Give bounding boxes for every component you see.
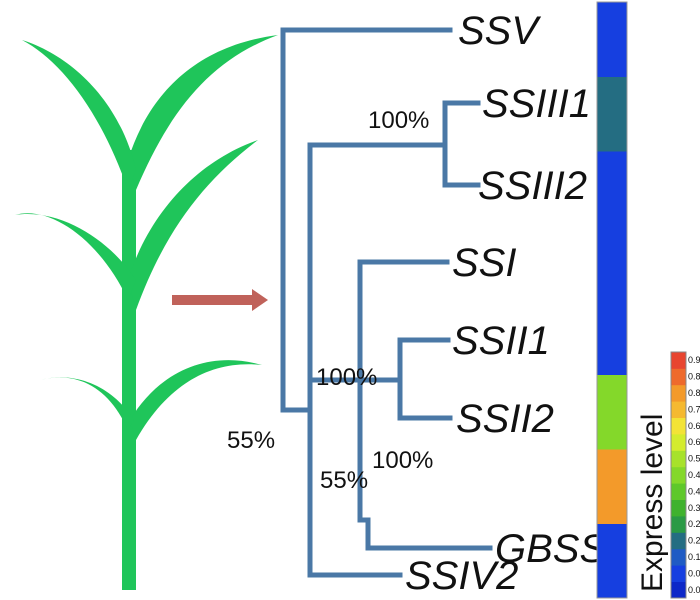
colorbar-cell bbox=[671, 532, 686, 550]
colorbar-tick-label: 0.87 bbox=[688, 372, 700, 382]
branch bbox=[357, 517, 493, 551]
colorbar-tick-label: 0.08 bbox=[688, 568, 700, 578]
heat-cell-ssiii2 bbox=[597, 151, 627, 226]
colorbar-tick-label: 0.60 bbox=[688, 437, 700, 447]
expression-heat-strip bbox=[596, 1, 628, 599]
leaf-label-ssiv2: SSIV2 bbox=[405, 554, 518, 598]
plant-leaf bbox=[128, 140, 258, 310]
heat-cell-ssi bbox=[597, 225, 627, 301]
colorbar-tick-label: 0.47 bbox=[688, 470, 700, 480]
colorbar-cell bbox=[671, 466, 686, 484]
plant-leaf bbox=[128, 35, 278, 190]
colorbar-legend: 0.93 0.87 0.80 0.74 0.67 0.60 0.54 0.47 0.41 0.34… bbox=[670, 351, 700, 599]
colorbar-title: Express level bbox=[636, 414, 669, 592]
colorbar-tick-label: 0.54 bbox=[688, 454, 700, 464]
heat-cell-ssii1 bbox=[597, 300, 627, 375]
support-value: 100% bbox=[368, 107, 429, 134]
colorbar-tick-label: 0.21 bbox=[688, 536, 700, 546]
colorbar-tick-label: 0.41 bbox=[688, 486, 700, 496]
phylogenetic-tree bbox=[280, 27, 493, 578]
plant-stem bbox=[122, 150, 136, 590]
colorbar-tick-label: 0.01 bbox=[688, 585, 700, 595]
heat-cell-gbss bbox=[597, 449, 627, 524]
colorbar-cell bbox=[671, 499, 686, 517]
leaf-label-ssii1: SSII1 bbox=[452, 319, 550, 363]
colorbar-cell bbox=[671, 417, 686, 435]
colorbar-cell bbox=[671, 401, 686, 418]
colorbar-cell bbox=[671, 548, 686, 566]
colorbar-cell bbox=[671, 434, 686, 451]
colorbar-cell bbox=[671, 516, 686, 533]
plant-leaf bbox=[15, 213, 136, 300]
heat-cell-ssv bbox=[597, 2, 627, 77]
support-value: 55% bbox=[320, 467, 368, 494]
colorbar-cell bbox=[671, 483, 686, 500]
colorbar-cell bbox=[671, 581, 686, 599]
colorbar-tick-label: 0.34 bbox=[688, 503, 700, 513]
leaf-label-ssiii2: SSIII2 bbox=[478, 164, 587, 208]
colorbar-tick-label: 0.67 bbox=[688, 421, 700, 431]
colorbar-tick-label: 0.27 bbox=[688, 519, 700, 529]
leaf-label-ssi: SSI bbox=[452, 241, 516, 285]
colorbar-cell bbox=[671, 352, 686, 369]
support-value: 100% bbox=[316, 364, 377, 391]
leaf-label-ssv: SSV bbox=[458, 9, 541, 53]
heat-cell-ssii2 bbox=[597, 374, 627, 450]
colorbar-tick-label: 0.80 bbox=[688, 388, 700, 398]
heat-cell-ssiii1 bbox=[597, 76, 627, 152]
colorbar-cell bbox=[671, 368, 686, 386]
plant-leaf bbox=[22, 40, 136, 190]
arrow-right-icon bbox=[172, 289, 268, 311]
plant-leaf bbox=[130, 360, 262, 440]
colorbar-cell bbox=[671, 450, 686, 468]
support-value: 55% bbox=[227, 427, 275, 454]
colorbar-tick-label: 0.93 bbox=[688, 355, 700, 365]
plant-icon bbox=[15, 35, 278, 590]
leaf-label-ssiii1: SSIII1 bbox=[482, 82, 591, 126]
colorbar-tick-label: 0.14 bbox=[688, 552, 700, 562]
colorbar-tick-label: 0.74 bbox=[688, 404, 700, 414]
colorbar-cell bbox=[671, 384, 686, 402]
colorbar-cell bbox=[671, 565, 686, 582]
plant-leaf bbox=[40, 377, 134, 430]
leaf-label-gbss: GBSS bbox=[495, 527, 606, 571]
support-value: 100% bbox=[372, 447, 433, 474]
heat-cell-ssiv2 bbox=[597, 523, 627, 599]
leaf-label-ssii2: SSII2 bbox=[456, 397, 554, 441]
